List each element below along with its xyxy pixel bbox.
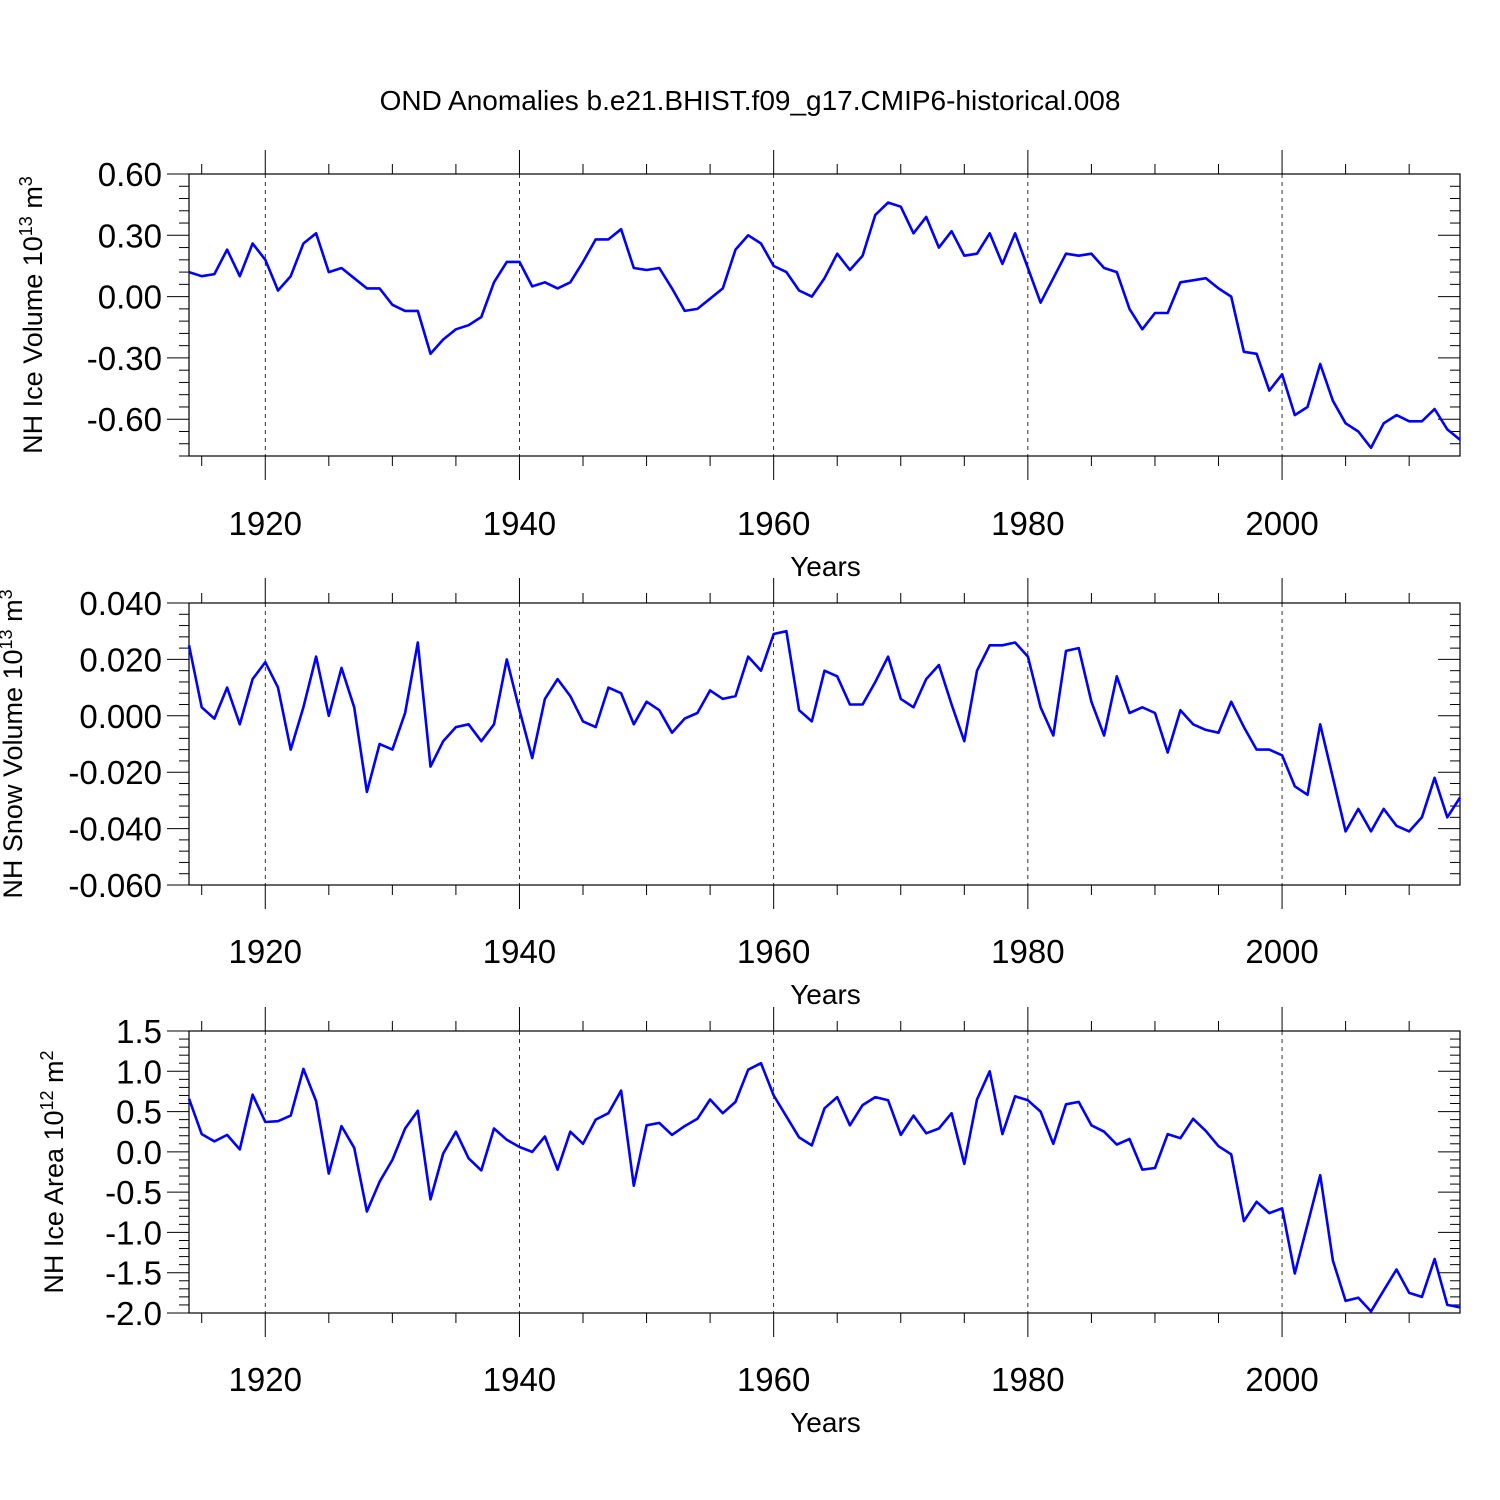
x-tick-label: 1920 <box>229 505 302 542</box>
y-axis-label-text: NH Ice Area 10 <box>39 1110 69 1293</box>
x-tick-label: 1940 <box>483 1361 556 1398</box>
x-axis-label: Years <box>790 979 861 1010</box>
y-axis-label: NH Ice Volume 1013 m3 <box>16 176 48 454</box>
y-tick-label: -1.5 <box>105 1255 162 1292</box>
y-axis-label-superscript: 13 <box>0 629 16 649</box>
y-tick-label: 0.60 <box>98 156 162 193</box>
y-tick-label: 1.5 <box>116 1013 162 1050</box>
y-axis-label-superscript: 12 <box>37 1090 57 1110</box>
y-tick-label: -0.060 <box>68 867 162 904</box>
y-axis-label-text: m <box>39 1060 69 1090</box>
y-tick-label: -0.30 <box>87 340 162 377</box>
y-axis-label-text: NH Snow Volume 10 <box>0 649 28 898</box>
y-axis-label-superscript: 13 <box>16 216 36 236</box>
plot-frame <box>188 1030 1461 1314</box>
y-tick-label: 0.0 <box>116 1134 162 1171</box>
x-tick-label: 1980 <box>991 505 1064 542</box>
x-axis-label: Years <box>790 551 861 582</box>
x-tick-label: 1940 <box>483 933 556 970</box>
y-axis-label-superscript: 3 <box>16 176 36 186</box>
y-tick-label: 0.00 <box>98 279 162 316</box>
y-tick-label: 0.5 <box>116 1094 162 1131</box>
figure-title: OND Anomalies b.e21.BHIST.f09_g17.CMIP6-… <box>380 85 1121 116</box>
chart-panel-3: 1.51.0 0.50.0-0.5-1.0 -1.5-2.0 1920 1940 1960… <box>37 1007 1461 1438</box>
series-line <box>187 1061 1461 1313</box>
x-tick-label: 1920 <box>229 1361 302 1398</box>
y-tick-label: 0.000 <box>79 698 162 735</box>
y-tick-label: 1.0 <box>116 1053 162 1090</box>
y-tick-label: -0.020 <box>68 754 162 791</box>
x-tick-label: 1940 <box>483 505 556 542</box>
x-tick-label: 1960 <box>737 933 810 970</box>
x-tick-label: 2000 <box>1245 1361 1318 1398</box>
series-line <box>188 201 1461 450</box>
series-line <box>187 629 1462 833</box>
y-tick-label: 0.30 <box>98 217 162 254</box>
y-tick-label: -0.040 <box>68 811 162 848</box>
x-tick-label: 1980 <box>991 933 1064 970</box>
y-axis-label: NH Ice Area 1012 m2 <box>37 1050 69 1293</box>
x-tick-label: 1980 <box>991 1361 1064 1398</box>
y-tick-label: -0.60 <box>87 401 162 438</box>
chart-panel-1: 0.60 0.30 0.00 -0.30 -0.60 1920 1940 1960 1980 20… <box>16 150 1461 582</box>
y-axis-label-text: m <box>0 599 28 629</box>
plot-frame <box>188 173 1461 457</box>
y-axis-label-superscript: 2 <box>37 1050 57 1060</box>
y-tick-label: 0.040 <box>79 585 162 622</box>
y-tick-label: -2.0 <box>105 1295 162 1332</box>
y-axis-label-text: NH Ice Volume 10 <box>18 236 48 454</box>
x-tick-label: 1960 <box>737 1361 810 1398</box>
y-tick-label: 0.020 <box>79 641 162 678</box>
chart-panel-2: 0.040 0.020 0.000 -0.020 -0.040 -0.060 1920 194… <box>0 578 1462 1010</box>
x-tick-label: 2000 <box>1245 505 1318 542</box>
y-tick-label: -1.0 <box>105 1214 162 1251</box>
x-tick-label: 1920 <box>229 933 302 970</box>
y-tick-label: -0.5 <box>105 1174 162 1211</box>
x-axis-label: Years <box>790 1407 861 1438</box>
y-axis-label-text: m <box>18 186 48 216</box>
y-axis-label-superscript: 3 <box>0 589 16 599</box>
y-axis-label: NH Snow Volume 1013 m3 <box>0 589 28 898</box>
plot-frame <box>188 602 1461 886</box>
x-tick-label: 1960 <box>737 505 810 542</box>
x-tick-label: 2000 <box>1245 933 1318 970</box>
